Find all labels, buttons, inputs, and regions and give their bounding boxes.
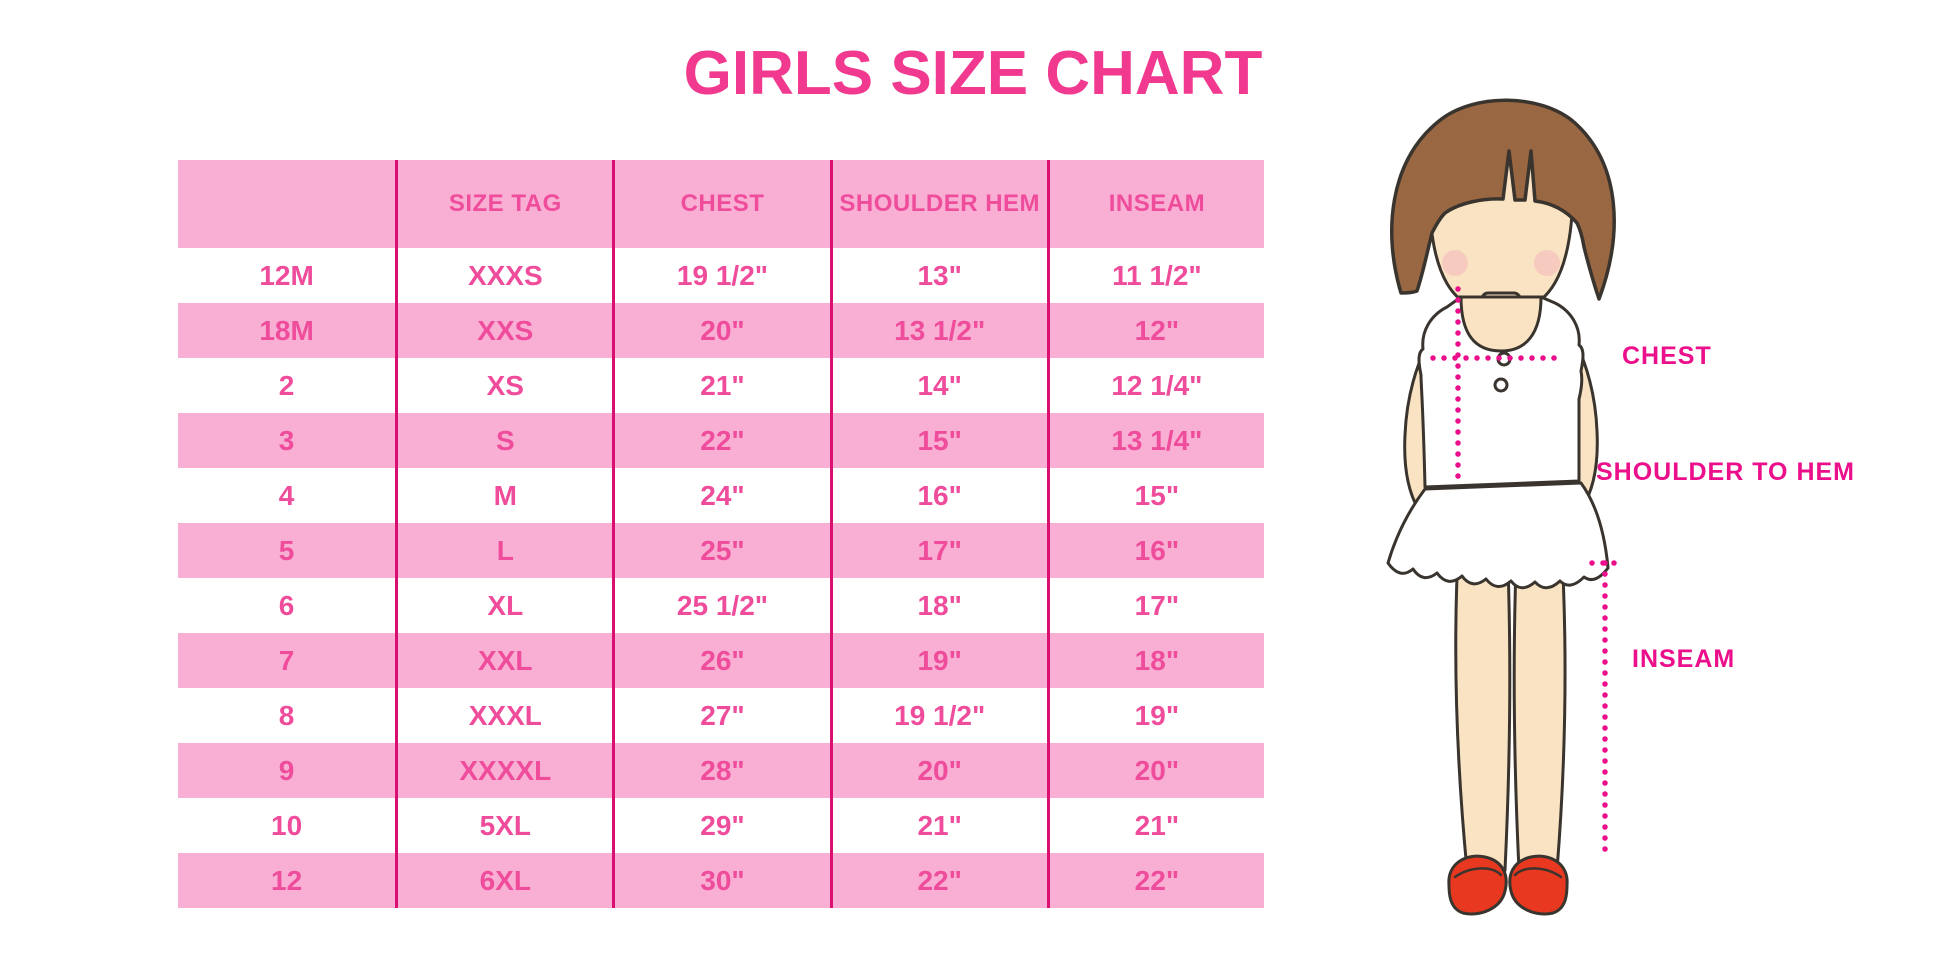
table-row: 8 XXXL 27" 19 1/2" 19" xyxy=(178,688,1264,743)
table-cell: XS xyxy=(395,358,612,413)
table-cell: XL xyxy=(395,578,612,633)
size-table: SIZE TAG CHEST SHOULDER HEM INSEAM 12M XX… xyxy=(178,160,1264,908)
table-cell: 15" xyxy=(1046,468,1264,523)
table-cell: 17" xyxy=(1046,578,1264,633)
size-table-body: 12M XXXS 19 1/2" 13" 11 1/2" 18M XXS 20" 13 1/2"… xyxy=(178,248,1264,908)
table-cell: 8 xyxy=(278,700,295,731)
table-cell: 10 xyxy=(271,810,303,841)
skirt xyxy=(1386,481,1610,590)
inseam-label: INSEAM xyxy=(1632,645,1736,673)
table-cell: 24" xyxy=(612,468,829,523)
table-cell: L xyxy=(395,523,612,578)
blush-right xyxy=(1534,250,1560,276)
table-cell: 22" xyxy=(1046,853,1264,908)
button-bottom xyxy=(1493,377,1509,393)
table-cell: 21" xyxy=(829,798,1047,853)
table-cell: 15" xyxy=(829,413,1047,468)
table-cell: 6XL xyxy=(395,853,612,908)
table-row: 3 S 22" 15" 13 1/4" xyxy=(178,413,1264,468)
header-cell-inseam: INSEAM xyxy=(1046,160,1264,248)
table-cell: 26" xyxy=(612,633,829,688)
table-cell: 22" xyxy=(829,853,1047,908)
table-row: 6 XL 25 1/2" 18" 17" xyxy=(178,578,1264,633)
table-cell: 25" xyxy=(612,523,829,578)
table-cell: 18" xyxy=(829,578,1047,633)
table-cell: 18M xyxy=(259,315,314,346)
header-cell-blank xyxy=(178,160,395,248)
table-cell: 20" xyxy=(612,303,829,358)
table-cell: 18" xyxy=(1046,633,1264,688)
table-cell: 20" xyxy=(1046,743,1264,798)
table-cell: 12M xyxy=(259,260,314,291)
table-cell: 12 xyxy=(271,865,303,896)
table-cell: 30" xyxy=(612,853,829,908)
shoe-right xyxy=(1508,854,1569,916)
table-cell: 22" xyxy=(612,413,829,468)
table-cell: 25 1/2" xyxy=(612,578,829,633)
table-row: 4 M 24" 16" 15" xyxy=(178,468,1264,523)
shoulder-to-hem-label: SHOULDER TO HEM xyxy=(1596,458,1855,486)
shoe-strap-right xyxy=(1513,867,1563,879)
table-cell: 16" xyxy=(829,468,1047,523)
table-cell: 28" xyxy=(612,743,829,798)
table-cell: 5 xyxy=(278,535,295,566)
table-cell: 12" xyxy=(1046,303,1264,358)
table-cell: XXXL xyxy=(395,688,612,743)
header-cell-size-tag: SIZE TAG xyxy=(395,160,612,248)
header-cell-shoulder-hem: SHOULDER HEM xyxy=(829,160,1047,248)
table-cell: 29" xyxy=(612,798,829,853)
table-cell: 2 xyxy=(278,370,295,401)
blush-left xyxy=(1442,250,1468,276)
table-cell: 13" xyxy=(829,248,1047,303)
table-cell: XXXXL xyxy=(395,743,612,798)
table-row: 2 XS 21" 14" 12 1/4" xyxy=(178,358,1264,413)
table-cell: 6 xyxy=(278,590,295,621)
table-cell: 13 1/2" xyxy=(829,303,1047,358)
table-cell: 5XL xyxy=(395,798,612,853)
table-cell: 27" xyxy=(612,688,829,743)
table-cell: M xyxy=(395,468,612,523)
table-cell: 19" xyxy=(1046,688,1264,743)
table-row: 7 XXL 26" 19" 18" xyxy=(178,633,1264,688)
shoe-strap-left xyxy=(1453,867,1503,879)
table-cell: 13 1/4" xyxy=(1046,413,1264,468)
table-row: 12M XXXS 19 1/2" 13" 11 1/2" xyxy=(178,248,1264,303)
table-cell: S xyxy=(395,413,612,468)
table-row: 12 6XL 30" 22" 22" xyxy=(178,853,1264,908)
hair xyxy=(1389,98,1616,301)
table-cell: 17" xyxy=(829,523,1047,578)
header-cell-chest: CHEST xyxy=(612,160,829,248)
table-cell: 11 1/2" xyxy=(1046,248,1264,303)
table-cell: 14" xyxy=(829,358,1047,413)
table-header-row: SIZE TAG CHEST SHOULDER HEM INSEAM xyxy=(178,160,1264,248)
table-row: 10 5XL 29" 21" 21" xyxy=(178,798,1264,853)
table-cell: 7 xyxy=(278,645,295,676)
shoe-left xyxy=(1447,854,1508,916)
table-row: 9 XXXXL 28" 20" 20" xyxy=(178,743,1264,798)
table-cell: 19 1/2" xyxy=(829,688,1047,743)
table-cell: 21" xyxy=(612,358,829,413)
table-cell: 19" xyxy=(829,633,1047,688)
table-cell: 19 1/2" xyxy=(612,248,829,303)
table-cell: 9 xyxy=(278,755,295,786)
girl-illustration xyxy=(1386,98,1624,916)
table-cell: XXL xyxy=(395,633,612,688)
table-row: 5 L 25" 17" 16" xyxy=(178,523,1264,578)
table-cell: 3 xyxy=(278,425,295,456)
table-cell: 12 1/4" xyxy=(1046,358,1264,413)
table-cell: 21" xyxy=(1046,798,1264,853)
chest-label: CHEST xyxy=(1622,342,1712,370)
table-row: 18M XXS 20" 13 1/2" 12" xyxy=(178,303,1264,358)
table-cell: 4 xyxy=(278,480,295,511)
table-cell: 20" xyxy=(829,743,1047,798)
page-title: GIRLS SIZE CHART xyxy=(683,39,1263,108)
table-cell: XXS xyxy=(395,303,612,358)
table-cell: 16" xyxy=(1046,523,1264,578)
table-cell: XXXS xyxy=(395,248,612,303)
